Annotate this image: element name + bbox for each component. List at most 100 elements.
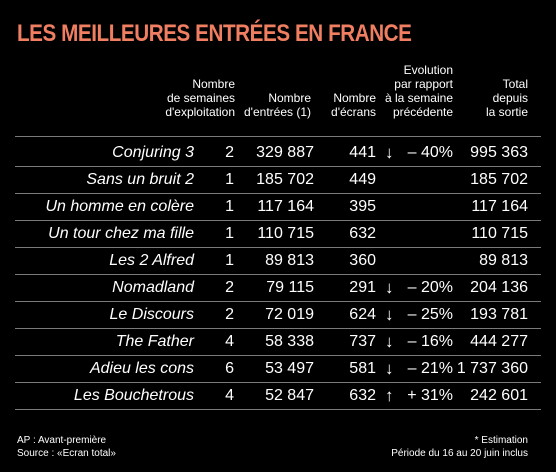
total-entries: 242 601 — [470, 387, 528, 404]
total-entries: 444 277 — [470, 333, 528, 350]
header-evolution-line: par rapport — [394, 77, 453, 91]
header-evolution-line: précédente — [392, 105, 453, 119]
table-row: Les Bouchetrous 4 52 847 632 ↑ + 31% 242 601 — [0, 383, 556, 409]
table-row: The Father 4 58 338 737 ↓ – 16% 444 277 — [0, 329, 556, 355]
footer-source: Source : «Ecran total» — [17, 448, 116, 459]
header-evolution: Evolution par rapport à la semaine précé… — [385, 63, 453, 119]
table-row: Un homme en colère 1 117 164 395 117 164 — [0, 194, 556, 220]
row-divider — [15, 247, 541, 248]
trend-arrow-icon: ↑ — [385, 386, 394, 405]
entries-count: 185 702 — [256, 171, 314, 188]
table-row: Les 2 Alfred 1 89 813 360 89 813 — [0, 248, 556, 274]
header-weeks-line: Nombre — [192, 77, 235, 91]
footer-period: Période du 16 au 20 juin inclus — [391, 448, 528, 459]
film-title: Adieu les cons — [89, 360, 194, 377]
weeks-count: 1 — [225, 171, 234, 188]
table-row: Adieu les cons 6 53 497 581 ↓ – 21% 1 737 360 — [0, 356, 556, 382]
row-divider — [15, 220, 541, 221]
entries-count: 110 715 — [257, 225, 314, 242]
evolution-percent: – 40% — [407, 144, 453, 161]
page-title: LES MEILLEURES ENTRÉES EN FRANCE — [17, 20, 412, 47]
row-divider — [15, 136, 541, 137]
screens-count: 737 — [349, 333, 376, 350]
header-weeks-line: de semaines — [166, 91, 235, 105]
screens-count: 360 — [349, 252, 376, 269]
entries-count: 117 164 — [257, 198, 314, 215]
row-divider — [15, 166, 541, 167]
header-evolution-line: Evolution — [403, 63, 453, 77]
weeks-count: 1 — [225, 252, 234, 269]
total-entries: 204 136 — [470, 279, 528, 296]
header-screens: Nombre d'écrans — [331, 91, 376, 119]
trend-arrow-icon: ↓ — [385, 305, 394, 324]
header-screens-line: Nombre — [333, 91, 376, 105]
screens-count: 441 — [349, 144, 376, 161]
header-weeks: Nombre de semaines d'exploitation — [165, 77, 235, 119]
entries-count: 89 813 — [265, 252, 314, 269]
table-row: Conjuring 3 2 329 887 441 ↓ – 40% 995 363 — [0, 140, 556, 166]
total-entries: 117 164 — [471, 198, 528, 215]
total-entries: 185 702 — [470, 171, 528, 188]
film-title: Nomadland — [112, 279, 194, 296]
screens-count: 395 — [349, 198, 376, 215]
row-divider — [15, 301, 541, 302]
table-row: Sans un bruit 2 1 185 702 449 185 702 — [0, 167, 556, 193]
film-title: Les Bouchetrous — [73, 387, 194, 404]
weeks-count: 2 — [225, 306, 234, 323]
screens-count: 291 — [349, 279, 376, 296]
trend-arrow-icon: ↓ — [385, 278, 394, 297]
total-entries: 89 813 — [479, 252, 528, 269]
screens-count: 624 — [349, 306, 376, 323]
header-total: Total depuis la sortie — [486, 77, 528, 119]
trend-arrow-icon: ↓ — [385, 332, 394, 351]
weeks-count: 1 — [225, 225, 234, 242]
footer-estimation: * Estimation — [474, 435, 528, 446]
row-divider — [15, 328, 541, 329]
entries-count: 52 847 — [265, 387, 314, 404]
header-weeks-line: d'exploitation — [165, 105, 235, 119]
weeks-count: 4 — [225, 333, 234, 350]
film-title: Sans un bruit 2 — [86, 171, 194, 188]
footer-ap: AP : Avant-première — [17, 435, 107, 446]
weeks-count: 2 — [225, 279, 234, 296]
entries-count: 53 497 — [265, 360, 314, 377]
row-divider — [15, 409, 541, 410]
film-title: Conjuring 3 — [112, 144, 194, 161]
evolution-percent: – 25% — [407, 306, 453, 323]
table-row: Nomadland 2 79 115 291 ↓ – 20% 204 136 — [0, 275, 556, 301]
evolution-percent: + 31% — [407, 387, 453, 404]
screens-count: 632 — [349, 225, 376, 242]
table-row: Un tour chez ma fille 1 110 715 632 110 715 — [0, 221, 556, 247]
film-title: Un tour chez ma fille — [48, 225, 194, 242]
total-entries: 1 737 360 — [456, 360, 528, 377]
total-entries: 995 363 — [470, 144, 528, 161]
header-entries-line: Nombre — [268, 91, 311, 105]
row-divider — [15, 355, 541, 356]
entries-count: 72 019 — [265, 306, 314, 323]
row-divider — [15, 193, 541, 194]
header-evolution-line: à la semaine — [384, 91, 453, 105]
trend-arrow-icon: ↓ — [385, 359, 394, 378]
film-title: The Father — [115, 333, 194, 350]
header-total-line: depuis — [492, 91, 528, 105]
screens-count: 581 — [349, 360, 376, 377]
row-divider — [15, 382, 541, 383]
evolution-percent: – 20% — [407, 279, 453, 296]
weeks-count: 6 — [225, 360, 234, 377]
table-row: Le Discours 2 72 019 624 ↓ – 25% 193 781 — [0, 302, 556, 328]
evolution-percent: – 16% — [407, 333, 453, 350]
entries-count: 329 887 — [256, 144, 314, 161]
weeks-count: 2 — [225, 144, 234, 161]
trend-arrow-icon: ↓ — [385, 143, 394, 162]
screens-count: 449 — [349, 171, 376, 188]
total-entries: 110 715 — [471, 225, 528, 242]
evolution-percent: – 21% — [407, 360, 453, 377]
film-title: Un homme en colère — [45, 198, 194, 215]
screens-count: 632 — [349, 387, 376, 404]
header-total-line: Total — [502, 77, 528, 91]
header-screens-line: d'écrans — [331, 105, 376, 119]
header-total-line: la sortie — [485, 105, 528, 119]
row-divider — [15, 274, 541, 275]
header-entries: Nombre d'entrées (1) — [244, 91, 311, 119]
film-title: Le Discours — [109, 306, 194, 323]
